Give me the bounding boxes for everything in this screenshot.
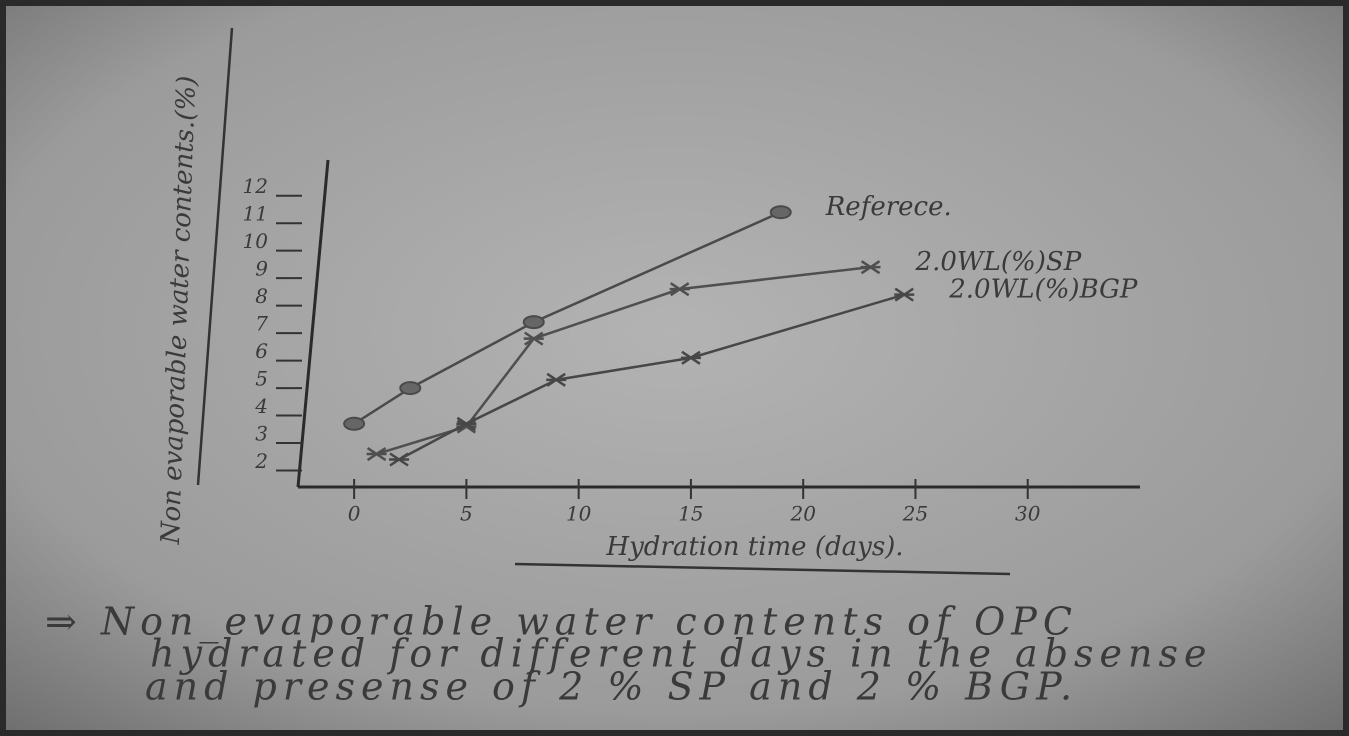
x-tick-label: 20 (789, 502, 816, 526)
chart: Hydration time (days). Non evaporable wa… (0, 0, 1349, 736)
y-tick-label: 12 (243, 174, 268, 198)
y-tick-label: 9 (255, 257, 268, 281)
series-label: 2.0WL(%)BGP (948, 275, 1138, 305)
x-tick-label: 0 (348, 502, 361, 526)
x-tick-label: 25 (902, 502, 928, 526)
x-axis-label: Hydration time (days). (605, 532, 903, 562)
page: Hydration time (days). Non evaporable wa… (0, 0, 1349, 736)
caption-line: and presense of 2 % SP and 2 % BGP. (145, 665, 1078, 709)
y-tick-label: 3 (255, 422, 268, 446)
point (344, 418, 364, 430)
y-tick-label: 4 (254, 394, 268, 418)
x-tick-label: 15 (678, 502, 703, 526)
y-tick-label: 11 (243, 202, 268, 226)
y-tick-label: 5 (255, 367, 268, 391)
x-tick-label: 10 (566, 502, 592, 526)
y-tick-label: 6 (255, 339, 268, 363)
series-label: 2.0WL(%)SP (915, 247, 1082, 277)
point (524, 316, 544, 328)
point (771, 206, 791, 218)
y-tick-label: 7 (255, 312, 268, 336)
y-tick-label: 2 (254, 449, 268, 473)
x-tick-label: 5 (460, 502, 473, 526)
y-tick-label: 10 (243, 229, 269, 253)
y-tick-label: 8 (255, 284, 268, 308)
series-label: Referece. (825, 192, 952, 222)
x-tick-label: 30 (1015, 502, 1041, 526)
point (400, 382, 420, 394)
